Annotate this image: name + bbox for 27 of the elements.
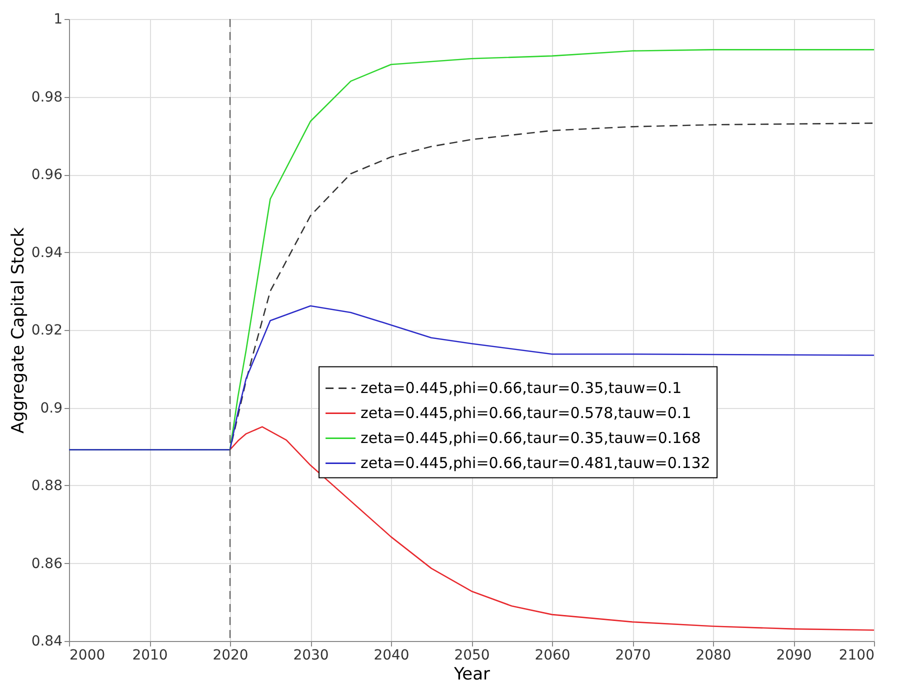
y-tick-label: 0.94: [31, 244, 63, 261]
y-tick-label: 0.9: [40, 400, 62, 416]
legend-label: zeta=0.445,phi=0.66,taur=0.35,tauw=0.1: [360, 379, 682, 398]
x-tick-label: 2040: [374, 648, 410, 664]
y-tick-label: 0.92: [31, 322, 62, 338]
x-tick-label: 2000: [70, 648, 106, 664]
x-tick-label: 2030: [293, 648, 329, 664]
x-tick-label: 2020: [212, 648, 248, 664]
y-tick-label: 0.98: [31, 89, 62, 106]
y-tick-label: 1: [54, 12, 62, 28]
legend-label: zeta=0.445,phi=0.66,taur=0.481,tauw=0.132: [360, 454, 710, 472]
x-tick-label: 2080: [696, 648, 732, 664]
y-tick-label: 0.84: [31, 634, 63, 650]
legend-label: zeta=0.445,phi=0.66,taur=0.35,tauw=0.168: [360, 429, 701, 448]
x-tick-label: 2090: [776, 648, 812, 664]
y-tick-label: 0.96: [31, 167, 63, 183]
x-tick-label: 2010: [132, 648, 168, 664]
line-series: [69, 305, 874, 450]
x-tick-label: 2070: [615, 648, 651, 664]
x-tick-label: 2100: [838, 648, 874, 664]
x-tick-label: 2060: [534, 648, 570, 664]
x-tick-label: 2050: [454, 648, 490, 664]
x-axis-title: Year: [453, 664, 490, 684]
y-tick-label: 0.88: [31, 478, 62, 494]
legend-label: zeta=0.445,phi=0.66,taur=0.578,tauw=0.1: [360, 404, 692, 422]
y-tick-label: 0.86: [31, 556, 63, 572]
y-axis-title: Aggregate Capital Stock: [8, 227, 28, 434]
